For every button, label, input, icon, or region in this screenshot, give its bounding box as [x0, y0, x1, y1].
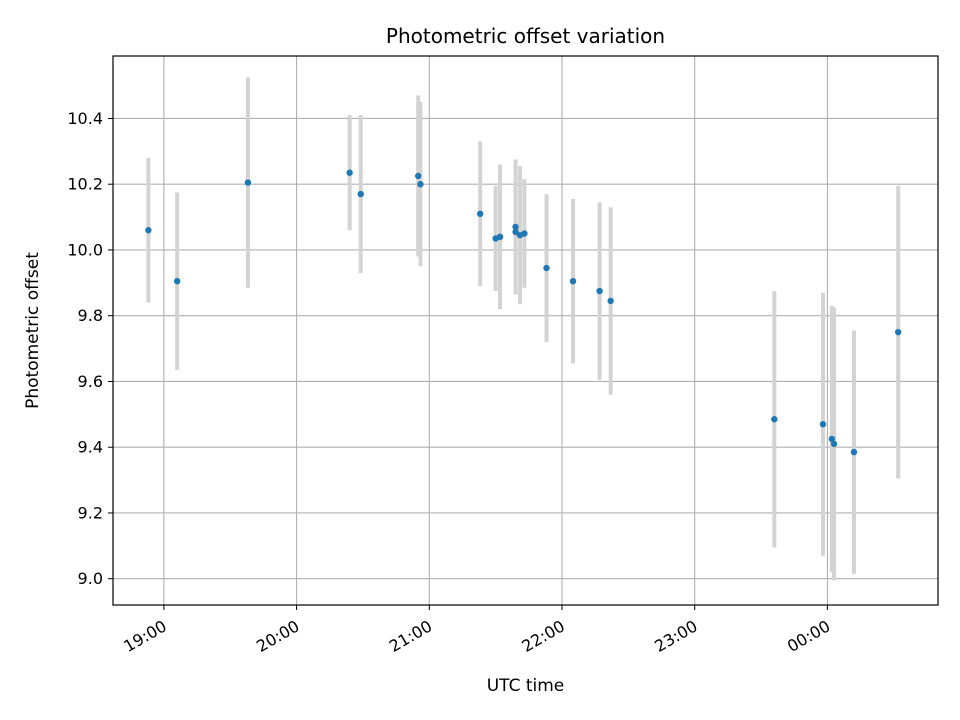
- data-point: [357, 190, 364, 198]
- y-tick-label: 9.6: [78, 372, 103, 391]
- y-tick-label: 10.4: [67, 109, 103, 128]
- y-axis-label: Photometric offset: [23, 252, 43, 409]
- data-point: [512, 228, 519, 236]
- data-point: [771, 416, 778, 423]
- data-point: [496, 233, 504, 241]
- data-point: [346, 169, 353, 176]
- y-tick-label: 9.8: [78, 306, 103, 325]
- data-point: [894, 328, 902, 336]
- y-tick-label: 9.4: [78, 438, 103, 457]
- plot-frame: [112, 55, 939, 606]
- data-point: [830, 440, 838, 448]
- data-point: [521, 230, 528, 237]
- data-point: [819, 420, 827, 428]
- x-axis-label: UTC time: [487, 676, 565, 696]
- data-point: [850, 448, 858, 456]
- data-point: [828, 435, 836, 443]
- data-point: [569, 277, 577, 285]
- data-points: [145, 169, 902, 456]
- data-point: [173, 277, 181, 285]
- y-axis-ticks: 9.0 9.2 9.4 9.6 9.8 10.0 10.2 10.4: [67, 109, 113, 588]
- data-point: [476, 210, 484, 217]
- y-tick-label: 9.2: [78, 503, 103, 522]
- y-tick-label: 10.2: [67, 175, 103, 194]
- data-point: [417, 181, 424, 188]
- data-point: [244, 179, 252, 186]
- data-point: [543, 264, 550, 272]
- data-point: [607, 297, 614, 305]
- data-point: [596, 287, 603, 295]
- data-point: [512, 223, 519, 231]
- chart-title: Photometric offset variation: [386, 24, 665, 48]
- y-tick-label: 10.0: [67, 240, 103, 259]
- data-point: [415, 172, 422, 180]
- y-tick-label: 9.0: [78, 569, 103, 588]
- data-point: [145, 227, 152, 234]
